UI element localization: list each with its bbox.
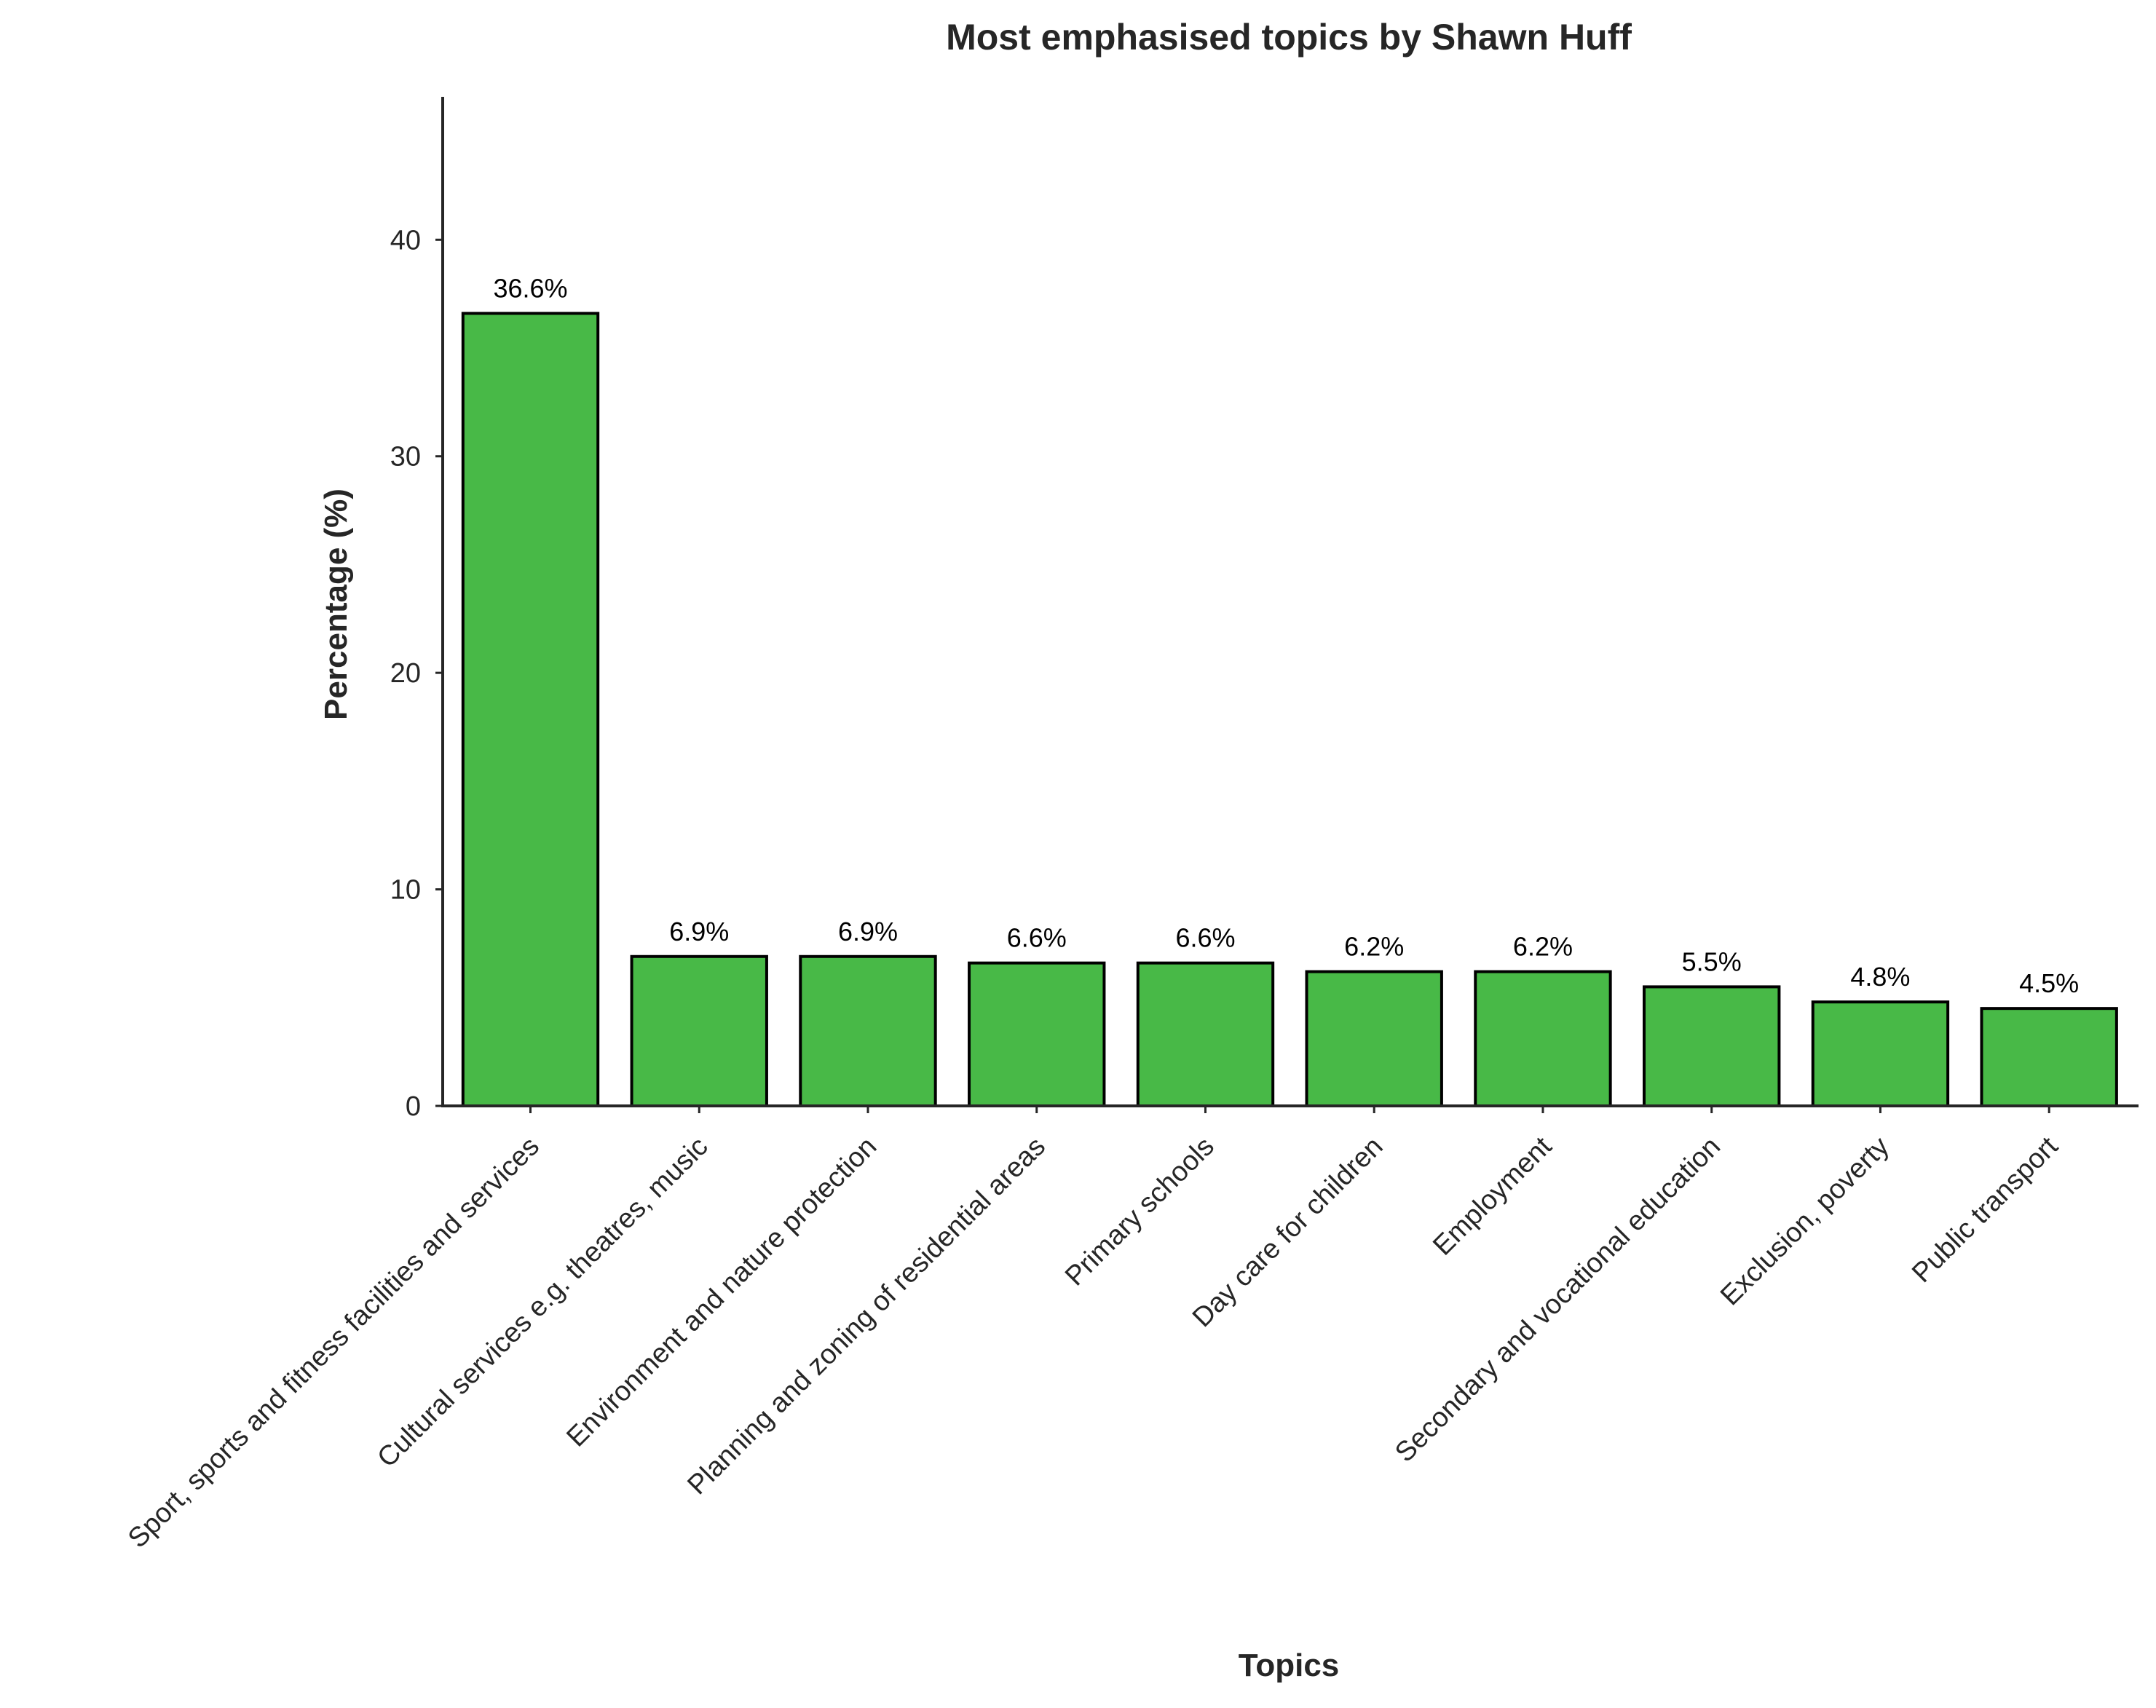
chart-title: Most emphasised topics by Shawn Huff xyxy=(946,17,1632,58)
bar-value-label: 6.9% xyxy=(838,917,898,946)
x-tick-label: Planning and zoning of residential areas xyxy=(682,1131,1051,1501)
bar xyxy=(968,961,1106,1108)
x-tick-label: Public transport xyxy=(1906,1131,2064,1289)
bar-value-label: 6.6% xyxy=(1175,923,1235,953)
bar xyxy=(1642,985,1781,1107)
x-tick-label: Secondary and vocational education xyxy=(1389,1131,1726,1468)
x-tick-label: Day care for children xyxy=(1187,1131,1389,1334)
bar-value-label: 4.5% xyxy=(2019,968,2079,998)
bar xyxy=(799,954,937,1108)
bar-value-label: 6.2% xyxy=(1344,932,1404,962)
x-tick-label: Primary schools xyxy=(1059,1131,1220,1292)
y-tick-label: 0 xyxy=(406,1091,421,1122)
x-tick-label: Exclusion, poverty xyxy=(1715,1131,1895,1312)
y-tick-label: 10 xyxy=(390,875,421,906)
y-tick-label: 20 xyxy=(390,658,421,689)
y-tick-label: 40 xyxy=(390,225,421,256)
bar xyxy=(1474,970,1612,1107)
bar xyxy=(1305,970,1443,1107)
x-tick-label: Employment xyxy=(1427,1131,1557,1261)
bar-value-label: 6.6% xyxy=(1007,923,1067,953)
x-axis-label: Topics xyxy=(1239,1648,1340,1683)
bar xyxy=(1980,1007,2118,1108)
bar xyxy=(461,312,600,1107)
bar xyxy=(630,954,768,1108)
x-tick-label: Cultural services e.g. theatres, music xyxy=(371,1131,714,1474)
bar-value-label: 36.6% xyxy=(493,273,567,303)
x-tick-label: Environment and nature protection xyxy=(561,1131,882,1453)
bar-value-label: 4.8% xyxy=(1850,962,1910,992)
bar-value-label: 6.2% xyxy=(1513,932,1573,962)
y-tick-label: 30 xyxy=(390,442,421,473)
y-axis-label: Percentage (%) xyxy=(318,489,354,720)
bar-value-label: 6.9% xyxy=(669,917,729,946)
bar xyxy=(1811,1000,1950,1108)
bar-value-label: 5.5% xyxy=(1682,946,1742,976)
bar xyxy=(1136,961,1275,1108)
